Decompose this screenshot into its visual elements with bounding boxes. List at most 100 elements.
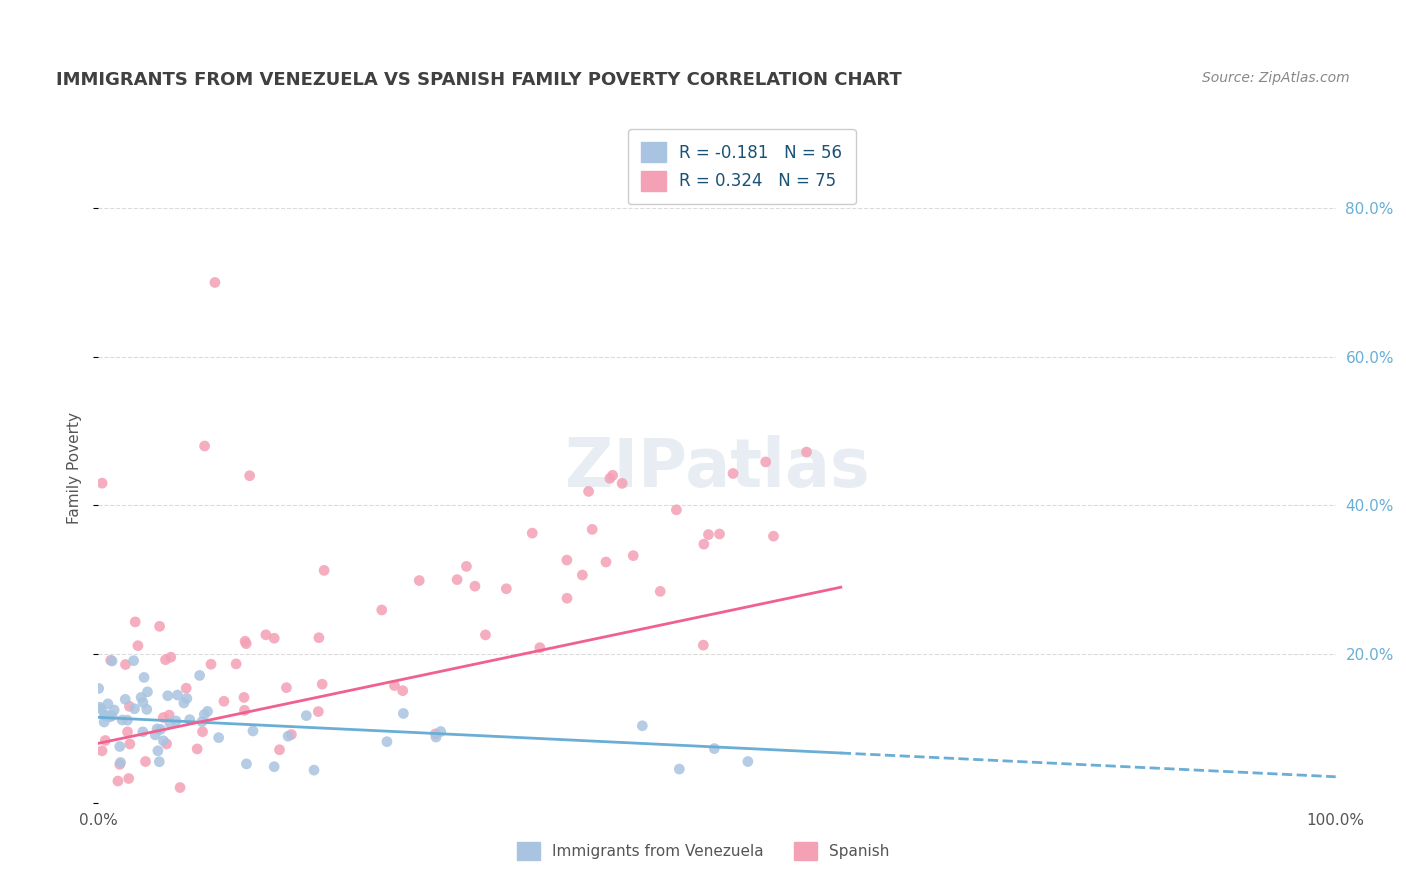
Point [302, 763, 325, 777]
Point [191, 714, 214, 729]
Point [384, 679, 406, 693]
Point [194, 439, 217, 453]
Point [375, 734, 398, 748]
Point [408, 574, 430, 588]
Point [392, 706, 415, 721]
Point [186, 742, 208, 756]
Point [93, 708, 115, 723]
Text: ZIPatlas: ZIPatlas [565, 435, 869, 501]
Point [118, 737, 141, 751]
Point [129, 690, 152, 705]
Point [311, 677, 333, 691]
Point [90, 702, 112, 716]
Point [117, 713, 139, 727]
Point [176, 691, 198, 706]
Point [529, 640, 551, 655]
Point [578, 484, 600, 499]
Y-axis label: Family Poverty: Family Poverty [66, 412, 82, 524]
Point [522, 526, 544, 541]
Point [97, 697, 120, 711]
Point [425, 727, 447, 741]
Point [235, 637, 257, 651]
Point [136, 685, 159, 699]
Point [239, 468, 262, 483]
Point [762, 529, 785, 543]
Point [135, 755, 157, 769]
Point [132, 695, 155, 709]
Point [93, 714, 115, 729]
Point [668, 762, 690, 776]
Point [91, 476, 114, 491]
Point [474, 628, 496, 642]
Point [225, 657, 247, 671]
Point [135, 702, 157, 716]
Point [233, 703, 256, 717]
Point [179, 713, 201, 727]
Point [555, 591, 578, 606]
Point [242, 723, 264, 738]
Point [114, 657, 136, 672]
Point [127, 639, 149, 653]
Point [101, 654, 124, 668]
Point [737, 755, 759, 769]
Point [191, 724, 214, 739]
Point [721, 467, 744, 481]
Point [263, 760, 285, 774]
Point [263, 632, 285, 646]
Point [755, 455, 778, 469]
Point [464, 579, 486, 593]
Point [709, 527, 731, 541]
Point [204, 276, 226, 290]
Point [114, 692, 136, 706]
Point [143, 728, 166, 742]
Point [456, 559, 478, 574]
Point [391, 683, 413, 698]
Point [156, 689, 179, 703]
Point [159, 716, 181, 731]
Point [188, 668, 211, 682]
Point [148, 755, 170, 769]
Point [91, 744, 114, 758]
Point [276, 681, 298, 695]
Point [425, 730, 447, 744]
Point [149, 723, 172, 737]
Point [595, 555, 617, 569]
Point [697, 527, 720, 541]
Point [495, 582, 517, 596]
Point [233, 690, 256, 705]
Point [107, 774, 129, 789]
Point [152, 710, 174, 724]
Point [212, 694, 235, 708]
Point [200, 657, 222, 672]
Point [108, 757, 131, 772]
Text: IMMIGRANTS FROM VENEZUELA VS SPANISH FAMILY POVERTY CORRELATION CHART: IMMIGRANTS FROM VENEZUELA VS SPANISH FAM… [56, 71, 903, 89]
Point [122, 654, 145, 668]
Point [610, 476, 633, 491]
Point [157, 708, 180, 723]
Text: Source: ZipAtlas.com: Source: ZipAtlas.com [1202, 71, 1350, 86]
Point [117, 725, 139, 739]
Point [703, 741, 725, 756]
Point [371, 603, 394, 617]
Point [124, 702, 146, 716]
Point [280, 727, 302, 741]
Point [103, 703, 125, 717]
Point [94, 733, 117, 747]
Point [159, 650, 181, 665]
Point [307, 705, 329, 719]
Point [277, 729, 299, 743]
Point [87, 681, 110, 696]
Point [146, 744, 169, 758]
Point [169, 780, 191, 795]
Point [89, 700, 111, 714]
Point [208, 731, 231, 745]
Point [197, 705, 219, 719]
Point [581, 522, 603, 536]
Point [631, 719, 654, 733]
Point [165, 714, 187, 728]
Point [118, 772, 141, 786]
Point [132, 670, 155, 684]
Point [602, 468, 624, 483]
Point [555, 553, 578, 567]
Point [101, 708, 124, 723]
